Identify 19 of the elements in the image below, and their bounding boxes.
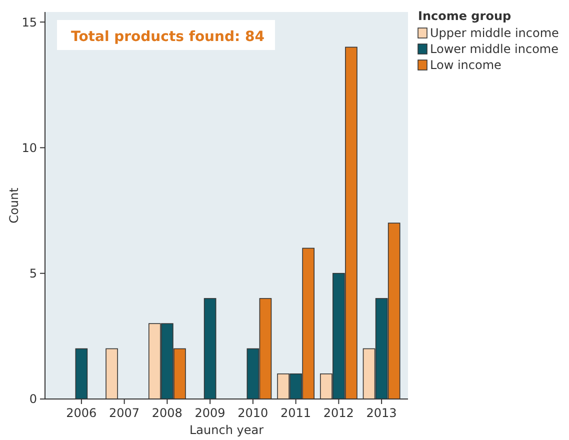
y-tick-label: 10 — [22, 140, 37, 155]
x-axis-title: Launch year — [189, 423, 264, 437]
legend-title: Income group — [418, 9, 512, 23]
x-tick-label: 2009 — [194, 406, 226, 420]
annotation: Total products found: 84 — [71, 29, 265, 45]
y-tick-label: 15 — [22, 15, 37, 30]
x-tick-label: 2006 — [66, 406, 97, 420]
x-tick-label: 2010 — [238, 406, 268, 420]
y-tick-label: 0 — [29, 392, 37, 406]
legend-label: Upper middle income — [430, 26, 559, 40]
x-tick-label: 2008 — [152, 406, 182, 420]
y-axis-title: Count — [7, 187, 21, 224]
x-tick-label: 2013 — [366, 406, 397, 420]
legend-label: Low income — [430, 58, 502, 72]
x-tick-label: 2007 — [109, 406, 140, 420]
legend-label: Lower middle income — [430, 42, 559, 56]
y-tick-label: 5 — [29, 266, 37, 281]
x-tick-label: 2012 — [323, 406, 354, 420]
x-tick-label: 2011 — [280, 406, 312, 420]
